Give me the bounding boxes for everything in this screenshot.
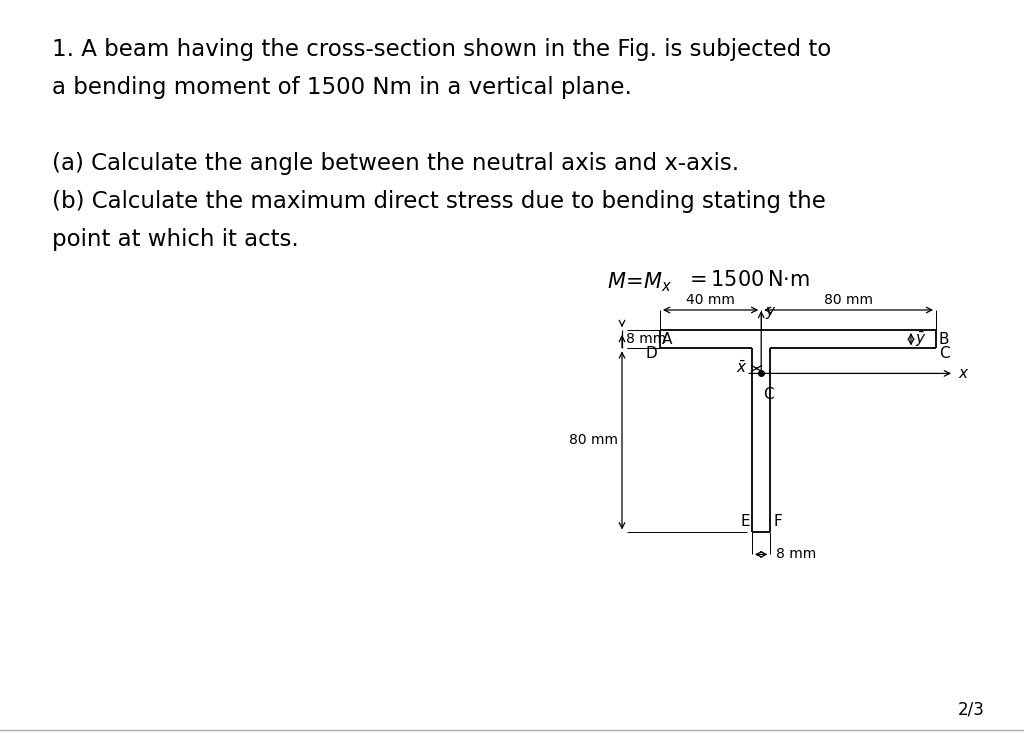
Text: (a) Calculate the angle between the neutral axis and x-axis.: (a) Calculate the angle between the neut… (52, 152, 739, 175)
Text: B: B (939, 332, 949, 347)
Text: C: C (763, 388, 774, 402)
Text: $= 1500\,\mathrm{N{\cdot}m}$: $= 1500\,\mathrm{N{\cdot}m}$ (685, 270, 810, 290)
Text: C: C (939, 347, 949, 361)
Text: $\bar{y}$: $\bar{y}$ (915, 330, 927, 349)
Text: 80 mm: 80 mm (824, 293, 873, 307)
Text: point at which it acts.: point at which it acts. (52, 228, 299, 251)
Text: (b) Calculate the maximum direct stress due to bending stating the: (b) Calculate the maximum direct stress … (52, 190, 826, 213)
Text: A: A (662, 332, 673, 347)
Text: $\bar{x}$: $\bar{x}$ (736, 361, 748, 377)
Text: 1. A beam having the cross-section shown in the Fig. is subjected to: 1. A beam having the cross-section shown… (52, 38, 831, 61)
Text: 2/3: 2/3 (958, 700, 985, 718)
Text: $x$: $x$ (958, 366, 970, 381)
Text: 8 mm: 8 mm (626, 332, 667, 346)
Text: $y$: $y$ (765, 305, 777, 321)
Text: a bending moment of 1500 Nm in a vertical plane.: a bending moment of 1500 Nm in a vertica… (52, 76, 632, 99)
Text: $M\!=\!M_x$: $M\!=\!M_x$ (607, 270, 673, 294)
Text: 8 mm: 8 mm (776, 548, 817, 561)
Text: E: E (740, 515, 750, 529)
Text: F: F (773, 515, 782, 529)
Text: 80 mm: 80 mm (569, 433, 618, 447)
Text: D: D (645, 347, 657, 361)
Text: 40 mm: 40 mm (686, 293, 735, 307)
